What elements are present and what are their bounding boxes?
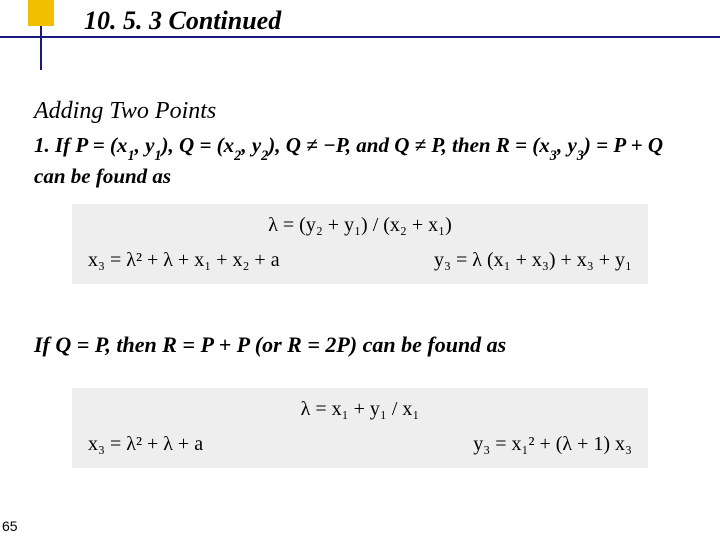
eq2-x3: x₃ = λ² + λ + a: [88, 433, 203, 456]
p1-t5: , y: [557, 133, 577, 157]
section-number-title: 10. 5. 3 Continued: [84, 6, 281, 36]
eq1-y3-text: y₃ = λ (x₁ + x₃) + x₃ + y₁: [434, 249, 632, 272]
eq2-lambda: λ = x₁ + y₁ / x₁: [88, 398, 632, 421]
p1-text: 1. If P = (x: [34, 133, 127, 157]
subtitle: Adding Two Points: [34, 98, 216, 125]
header-vertical-rule: [40, 26, 42, 70]
p1-sub1: 1: [127, 148, 134, 164]
equation-box-1: λ = (y₂ + y₁) / (x₂ + x₁) x₃ = λ² + λ + …: [72, 204, 648, 284]
eq1-lambda: λ = (y₂ + y₁) / (x₂ + x₁): [88, 214, 632, 237]
eq1-y3: y₃ = λ (x₁ + x₃) + x₃ + y₁: [434, 249, 632, 272]
p1-sub4: 2: [261, 148, 268, 164]
p1-sub3: 2: [234, 148, 241, 164]
equation-box-2: λ = x₁ + y₁ / x₁ x₃ = λ² + λ + a y₃ = x₁…: [72, 388, 648, 468]
header-accent-square: [28, 0, 54, 26]
eq2-x3-text: x₃ = λ² + λ + a: [88, 433, 203, 456]
paragraph-1: 1. If P = (x1, y1), Q = (x2, y2), Q ≠ −P…: [34, 132, 694, 189]
paragraph-2: If Q = P, then R = P + P (or R = 2P) can…: [34, 332, 694, 358]
eq1-row2: x₃ = λ² + λ + x₁ + x₂ + a y₃ = λ (x₁ + x…: [88, 249, 632, 272]
p1-t3: , y: [241, 133, 261, 157]
p1-sub2: 1: [154, 148, 161, 164]
eq2-y3-text: y₃ = x₁² + (λ + 1) x₃: [473, 433, 632, 456]
eq1-x3-text: x₃ = λ² + λ + x₁ + x₂ + a: [88, 249, 280, 272]
eq1-lambda-text: λ = (y₂ + y₁) / (x₂ + x₁): [268, 214, 452, 237]
p1-sub5: 3: [550, 148, 557, 164]
p1-sub6: 3: [577, 148, 584, 164]
eq2-y3: y₃ = x₁² + (λ + 1) x₃: [473, 433, 632, 456]
page-number: 65: [2, 518, 18, 534]
p1-t4: ), Q ≠ −P, and Q ≠ P, then R = (x: [268, 133, 550, 157]
eq2-row2: x₃ = λ² + λ + a y₃ = x₁² + (λ + 1) x₃: [88, 433, 632, 456]
eq2-lambda-text: λ = x₁ + y₁ / x₁: [301, 398, 420, 421]
eq1-x3: x₃ = λ² + λ + x₁ + x₂ + a: [88, 249, 280, 272]
p1-t1: , y: [135, 133, 155, 157]
header-horizontal-rule: [0, 36, 720, 38]
p1-t2: ), Q = (x: [162, 133, 235, 157]
